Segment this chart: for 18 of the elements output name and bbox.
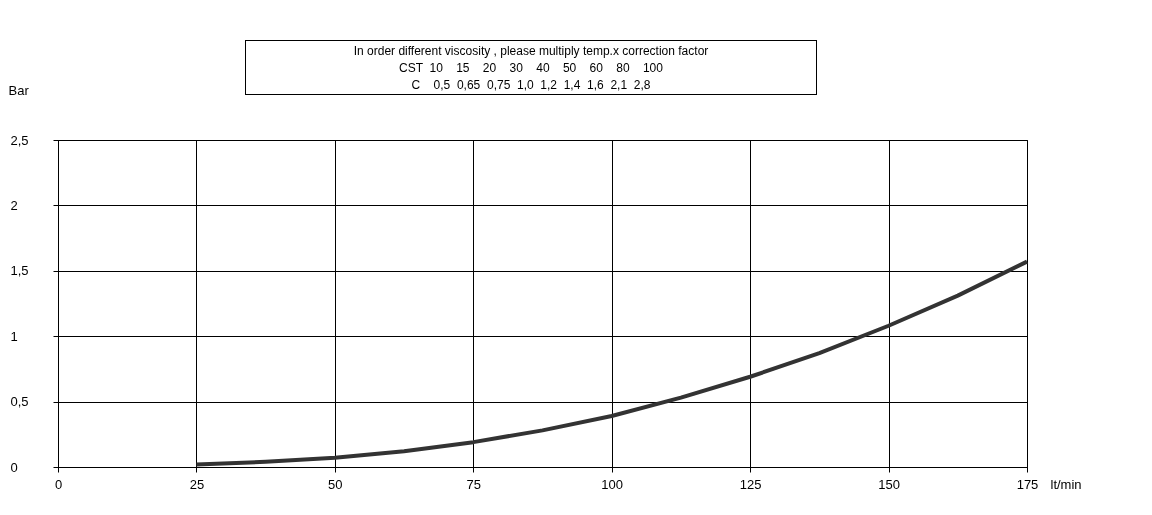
y-axis-title: Bar (8, 82, 30, 98)
x-tick-label: 0 (54, 476, 63, 492)
note-box: In order different viscosity , please multiply temp.x correction factor CST 10 15 20 30 40 50 60 80 100 C 0,5 0,65 0,75 1,0 1,2 1,4 1,6 2,1 2,8 (245, 40, 817, 95)
line-series (194, 259, 1029, 467)
x-tick-label: 175 (1016, 476, 1039, 492)
x-tick-label: 125 (739, 476, 762, 492)
y-tick-label: 0 (10, 459, 18, 475)
x-axis-title: lt/min (1050, 476, 1082, 492)
y-tick-label: 0,5 (10, 394, 29, 410)
y-tick-label: 2,5 (10, 132, 29, 148)
y-tick-label: 1,5 (10, 263, 29, 279)
x-tick-label: 100 (601, 476, 624, 492)
x-tick-label: 75 (466, 476, 482, 492)
x-tick-label: 25 (189, 476, 205, 492)
y-tick-label: 1 (10, 328, 18, 344)
x-tick-label: 50 (328, 476, 343, 492)
y-tick-label: 2 (10, 197, 18, 213)
x-tick-label: 150 (878, 476, 900, 492)
